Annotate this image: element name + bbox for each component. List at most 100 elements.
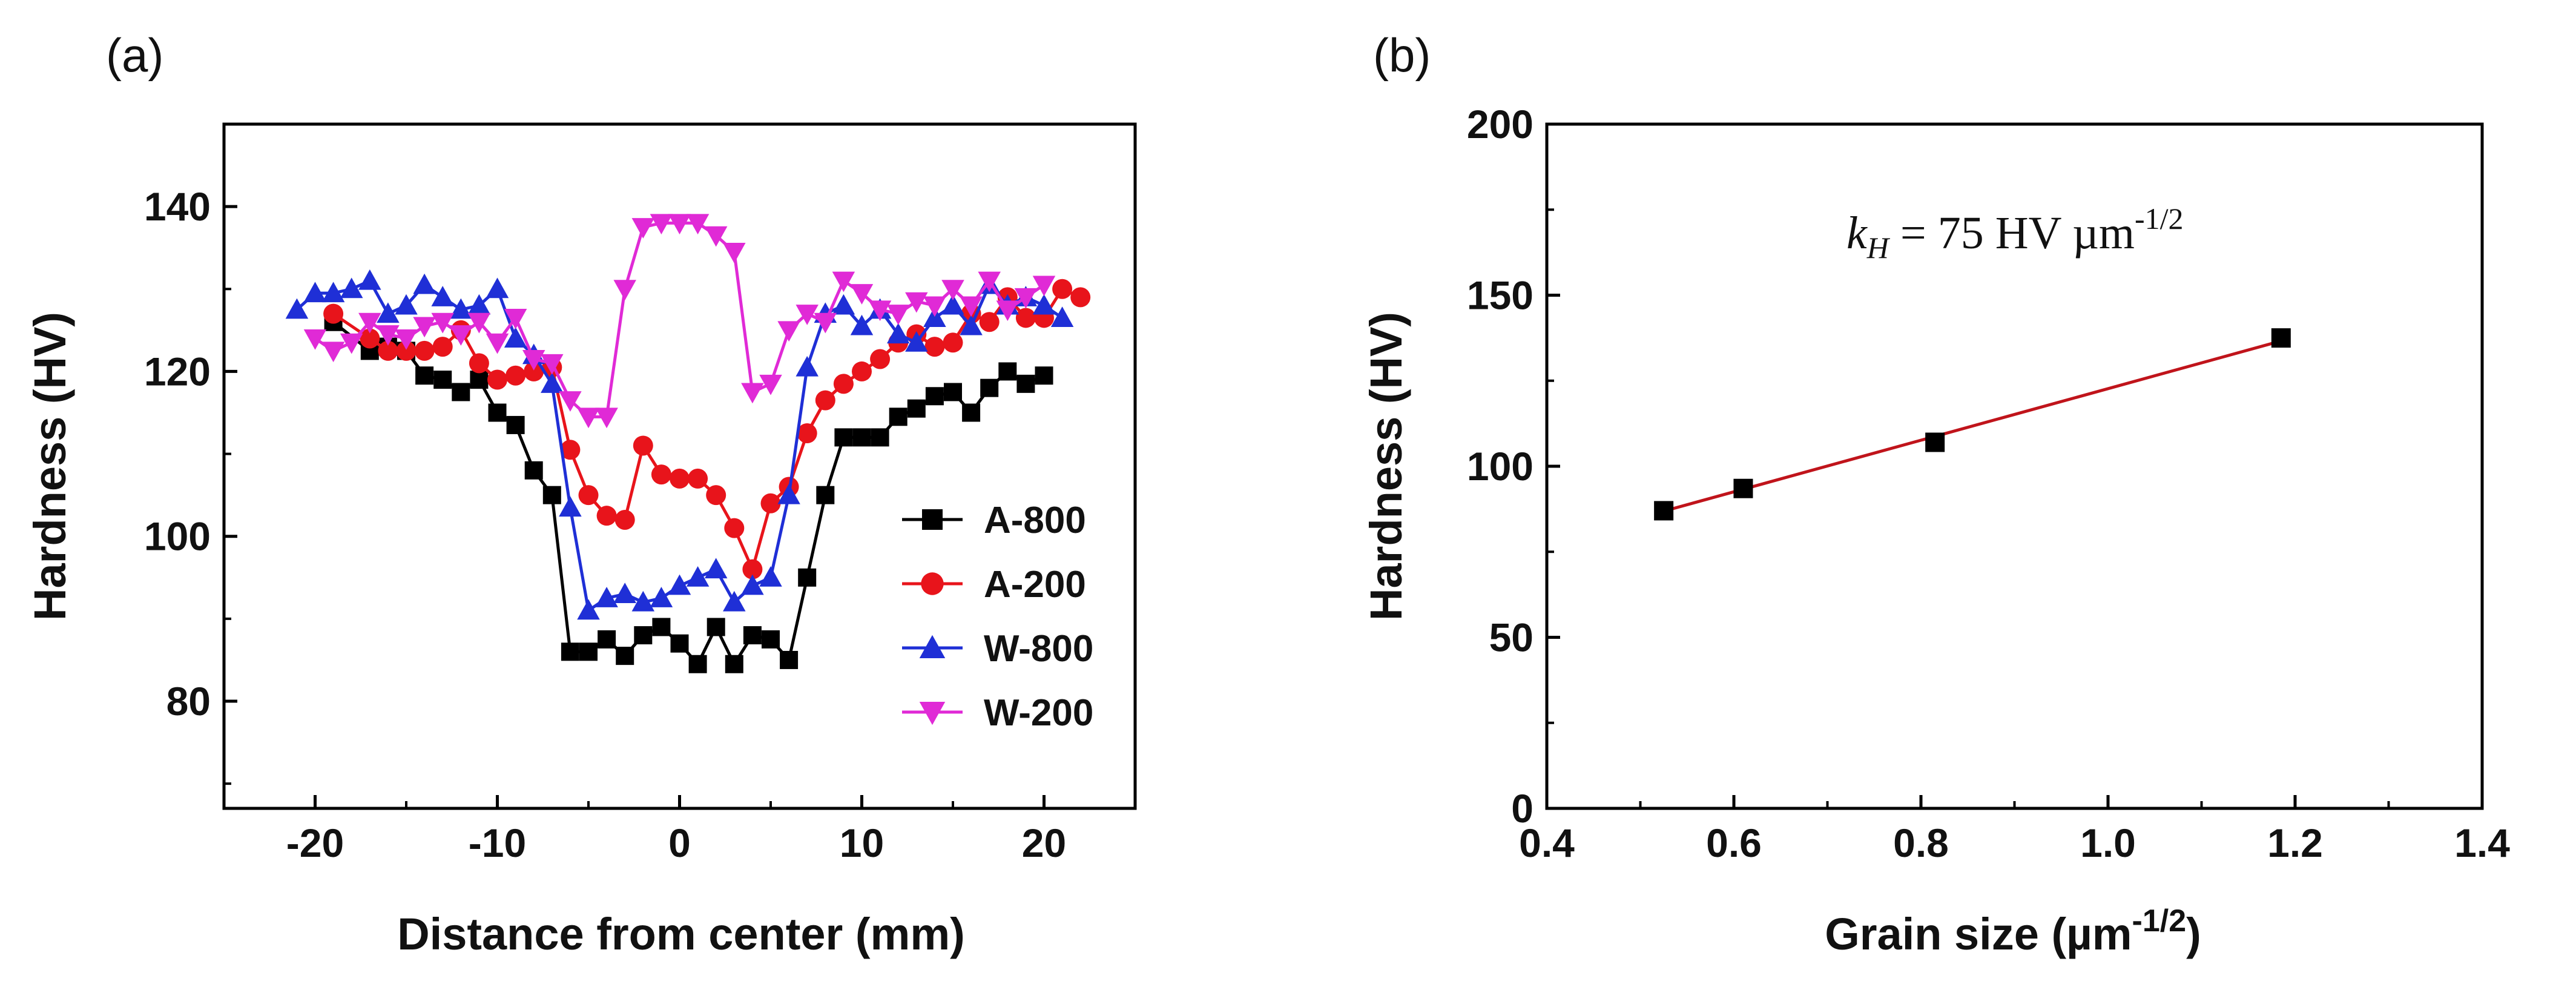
- data-point-w-200: [978, 271, 1001, 292]
- data-point-grain: [1654, 501, 1674, 521]
- data-point-w-800: [905, 331, 928, 352]
- data-point-w-200: [486, 333, 509, 354]
- data-point-a-200: [414, 340, 435, 361]
- legend-a: A-800 A-200 W-800 W-200: [902, 500, 1093, 734]
- data-point-w-800: [777, 483, 800, 504]
- data-point-w-200: [814, 312, 837, 334]
- data-point-w-200: [777, 321, 800, 342]
- series-a-200: [323, 279, 1091, 579]
- data-point-a-800: [852, 428, 871, 447]
- data-point-a-200: [578, 485, 599, 506]
- data-point-w-800: [595, 587, 618, 607]
- data-point-w-200: [303, 329, 327, 350]
- data-point-w-800: [358, 269, 381, 290]
- data-point-a-200: [797, 423, 817, 444]
- data-point-grain: [1733, 478, 1753, 498]
- data-point-a-200: [560, 440, 581, 460]
- x-tick-label-b: 1.2: [2267, 820, 2323, 865]
- x-tick-label-a: 10: [840, 820, 884, 865]
- data-point-a-200: [396, 340, 417, 361]
- data-point-w-800: [759, 566, 782, 587]
- x-axis-title-a: Distance from center (mm): [397, 909, 965, 959]
- data-point-w-200: [613, 280, 636, 301]
- data-point-a-200: [924, 337, 945, 357]
- series-w-200: [303, 214, 1056, 429]
- data-point-a-800: [652, 618, 671, 636]
- data-point-a-200: [378, 340, 398, 361]
- data-point-a-800: [962, 403, 981, 422]
- x-tick-label-a: 0: [668, 820, 691, 865]
- data-point-w-800: [960, 314, 983, 335]
- data-point-a-800: [834, 428, 853, 447]
- data-point-a-200: [724, 518, 745, 538]
- x-tick-label-a: -20: [286, 820, 344, 865]
- data-point-a-800: [616, 647, 634, 665]
- data-point-w-800: [321, 282, 345, 303]
- data-point-w-200: [686, 214, 710, 235]
- data-point-a-800: [506, 415, 525, 434]
- data-point-a-800: [1016, 374, 1035, 393]
- data-point-w-200: [504, 308, 527, 329]
- data-point-w-800: [613, 583, 636, 604]
- panel-label-a: (a): [106, 28, 163, 82]
- data-point-a-200: [323, 303, 344, 324]
- data-point-w-200: [960, 296, 983, 317]
- data-point-a-800: [871, 428, 889, 447]
- data-point-w-200: [577, 408, 600, 429]
- data-point-a-800: [1035, 366, 1053, 385]
- data-point-w-200: [340, 333, 363, 354]
- legend-marker-w-800: [919, 635, 946, 658]
- legend-marker-a-800: [922, 509, 943, 530]
- data-point-a-200: [487, 369, 507, 390]
- x-tick-label-b: 0.4: [1519, 820, 1575, 865]
- y-tick-label-b: 50: [1489, 615, 1533, 660]
- data-point-a-200: [979, 312, 1000, 332]
- data-point-a-800: [598, 630, 616, 649]
- legend-label-w-800: W-800: [984, 628, 1093, 670]
- fit-line: [1658, 338, 2287, 514]
- data-point-a-200: [614, 509, 635, 530]
- data-point-w-200: [321, 342, 345, 363]
- data-point-a-800: [415, 366, 434, 385]
- legend-marker-a-200: [921, 572, 944, 595]
- data-point-a-800: [470, 371, 489, 389]
- y-tick-label-b: 200: [1467, 102, 1533, 147]
- data-point-w-800: [541, 372, 564, 393]
- data-point-w-200: [868, 300, 892, 322]
- data-point-a-800: [762, 630, 780, 649]
- data-point-a-200: [706, 485, 726, 506]
- data-point-w-200: [832, 271, 855, 292]
- data-point-a-200: [688, 468, 708, 489]
- data-point-w-200: [886, 305, 910, 325]
- data-point-a-800: [488, 403, 507, 422]
- data-point-w-800: [723, 590, 746, 612]
- x-axis-title-b: Grain size (µm-1/2): [1825, 903, 2201, 959]
- data-point-w-200: [522, 350, 545, 371]
- x-tick-label-b: 1.0: [2080, 820, 2136, 865]
- y-tick-label-b: 100: [1467, 444, 1533, 489]
- data-point-a-200: [815, 390, 835, 411]
- data-point-w-800: [377, 302, 400, 323]
- data-point-w-800: [886, 323, 910, 344]
- data-point-a-200: [432, 337, 453, 357]
- data-point-w-800: [467, 294, 491, 315]
- data-point-w-200: [541, 354, 564, 375]
- data-point-w-200: [723, 243, 746, 263]
- data-point-a-200: [760, 493, 781, 513]
- data-point-a-800: [907, 399, 926, 418]
- data-point-a-800: [433, 371, 452, 389]
- data-point-w-200: [1014, 288, 1038, 309]
- data-point-a-800: [980, 378, 999, 397]
- data-point-a-800: [579, 642, 598, 661]
- data-point-w-200: [631, 218, 655, 239]
- data-point-w-200: [923, 296, 946, 317]
- data-point-w-200: [704, 226, 728, 247]
- data-point-w-800: [941, 294, 964, 315]
- y-tick-label-b: 0: [1511, 786, 1533, 831]
- data-point-a-800: [944, 383, 962, 401]
- panel-a-hardness-profile: (a) -20 -10 0 10 20 80 100 120 140 Distance from…: [25, 28, 1137, 959]
- data-point-a-800: [798, 568, 817, 587]
- data-point-a-800: [925, 387, 944, 406]
- data-point-w-800: [395, 294, 418, 315]
